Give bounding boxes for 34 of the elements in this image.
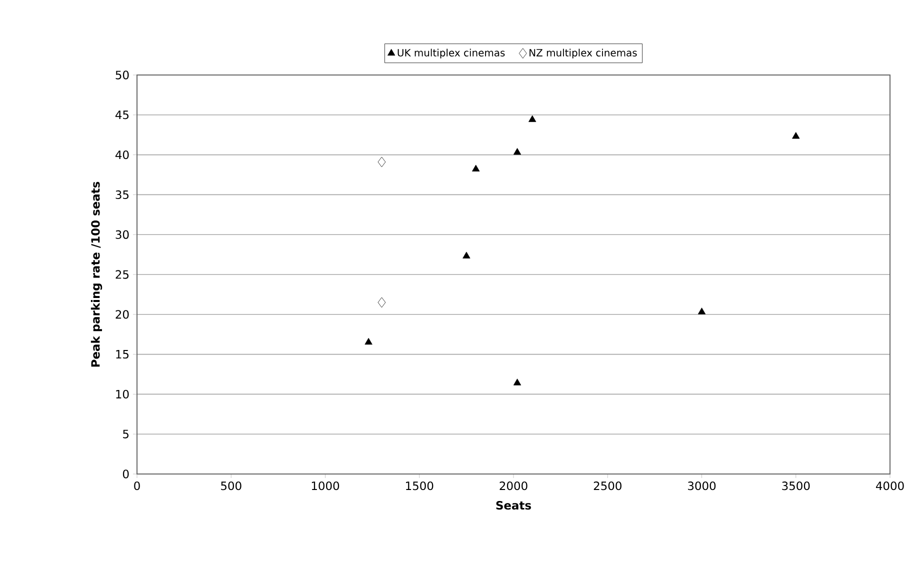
point bbox=[513, 378, 522, 386]
point bbox=[378, 297, 386, 308]
y-tick-label: 25 bbox=[116, 270, 128, 279]
x-tick-label: 3500 bbox=[782, 482, 810, 490]
point bbox=[513, 148, 522, 155]
y-tick-label: 0 bbox=[122, 470, 129, 478]
x-axis-title: Seats bbox=[496, 501, 531, 510]
x-tick-label: 2500 bbox=[594, 482, 622, 490]
x-tick-label: 500 bbox=[221, 482, 242, 490]
x-tick-label: 1000 bbox=[312, 482, 340, 490]
y-tick-label: 35 bbox=[116, 190, 128, 200]
y-tick-label: 5 bbox=[123, 430, 128, 438]
point bbox=[462, 252, 470, 258]
y-tick-label: 30 bbox=[116, 230, 129, 239]
x-tick-label: 4000 bbox=[876, 482, 904, 490]
x-tick-label: 2000 bbox=[500, 482, 528, 490]
y-tick-label: 20 bbox=[116, 310, 129, 319]
y-tick-label: 40 bbox=[115, 150, 129, 160]
point bbox=[528, 115, 536, 122]
legend-label: NZ multiplex cinemas bbox=[530, 48, 637, 58]
y-axis-title: Peak parking rate /100 seats bbox=[90, 182, 102, 367]
y-tick-label: 15 bbox=[116, 350, 128, 359]
x-tick-label: 1500 bbox=[406, 482, 434, 490]
legend-label: UK multiplex cinemas bbox=[398, 48, 505, 58]
point bbox=[472, 164, 480, 172]
x-tick-label: 3000 bbox=[688, 482, 716, 490]
point bbox=[378, 156, 386, 168]
point bbox=[792, 132, 800, 139]
x-tick-label: 0 bbox=[134, 482, 140, 490]
y-tick-label: 50 bbox=[116, 70, 129, 80]
point bbox=[364, 338, 372, 345]
y-tick-label: 45 bbox=[115, 110, 128, 120]
point bbox=[698, 308, 706, 314]
y-tick-label: 10 bbox=[116, 390, 129, 399]
